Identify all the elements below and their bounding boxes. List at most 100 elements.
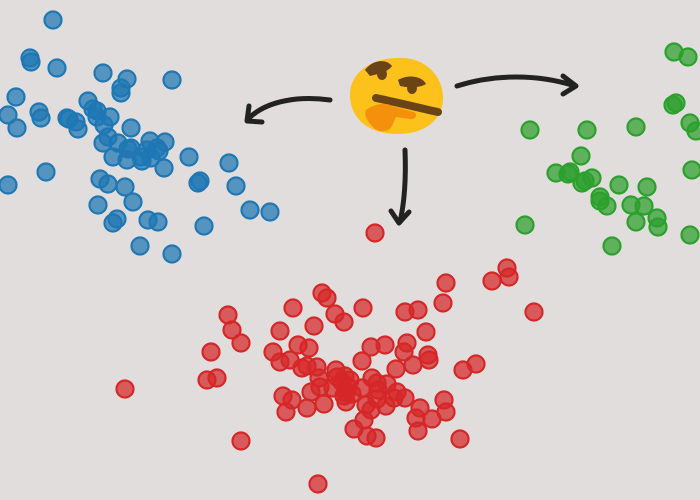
- red-point: [201, 342, 221, 362]
- green-point: [682, 160, 700, 180]
- blue-point: [179, 147, 199, 167]
- blue-point: [154, 158, 174, 178]
- blue-point: [0, 175, 18, 195]
- red-point: [403, 355, 423, 375]
- red-point: [436, 273, 456, 293]
- red-point: [394, 342, 414, 362]
- blue-point: [31, 108, 51, 128]
- blue-point: [6, 87, 26, 107]
- red-point: [314, 394, 334, 414]
- blue-point: [88, 195, 108, 215]
- blue-point: [21, 52, 41, 72]
- red-point: [365, 223, 385, 243]
- red-point: [416, 322, 436, 342]
- blue-point: [148, 212, 168, 232]
- green-point: [571, 146, 591, 166]
- red-point: [283, 298, 303, 318]
- red-point: [280, 350, 300, 370]
- red-point: [353, 298, 373, 318]
- green-point: [678, 47, 698, 67]
- red-point: [450, 429, 470, 449]
- blue-point: [260, 202, 280, 222]
- green-point: [626, 117, 646, 137]
- red-point: [222, 320, 242, 340]
- green-cluster: [515, 42, 700, 256]
- blue-point: [57, 108, 77, 128]
- red-point: [304, 316, 324, 336]
- blue-point: [162, 70, 182, 90]
- red-point: [308, 474, 328, 494]
- green-point: [686, 121, 700, 141]
- red-point: [375, 335, 395, 355]
- blue-point: [43, 10, 63, 30]
- red-cluster: [115, 223, 544, 494]
- blue-point: [118, 139, 138, 159]
- blue-point: [162, 244, 182, 264]
- green-point: [680, 225, 700, 245]
- red-point: [482, 271, 502, 291]
- green-point: [666, 93, 686, 113]
- blue-point: [0, 105, 18, 125]
- blue-point: [93, 63, 113, 83]
- red-point: [352, 351, 372, 371]
- red-point: [361, 400, 381, 420]
- blue-point: [130, 236, 150, 256]
- green-point: [637, 177, 657, 197]
- red-point: [334, 312, 354, 332]
- red-point: [422, 409, 442, 429]
- blue-point: [111, 83, 131, 103]
- blue-cluster: [0, 10, 280, 264]
- red-point: [410, 398, 430, 418]
- blue-point: [219, 153, 239, 173]
- blue-point: [7, 118, 27, 138]
- red-point: [197, 370, 217, 390]
- thinking-face-icon: [350, 57, 444, 135]
- blue-point: [115, 177, 135, 197]
- red-point: [524, 302, 544, 322]
- blue-point: [155, 132, 175, 152]
- blue-point: [47, 58, 67, 78]
- red-point: [433, 293, 453, 313]
- blue-point: [240, 200, 260, 220]
- green-point: [575, 171, 595, 191]
- red-point: [297, 398, 317, 418]
- blue-point: [98, 174, 118, 194]
- red-point: [323, 378, 343, 398]
- green-point: [648, 217, 668, 237]
- red-point: [419, 350, 439, 370]
- red-point: [499, 267, 519, 287]
- red-point: [231, 333, 251, 353]
- green-point: [609, 175, 629, 195]
- green-point: [626, 212, 646, 232]
- blue-point: [36, 162, 56, 182]
- green-point: [577, 120, 597, 140]
- blue-point: [190, 171, 210, 191]
- blue-point: [98, 127, 118, 147]
- red-point: [453, 360, 473, 380]
- green-point: [602, 236, 622, 256]
- green-point: [634, 196, 654, 216]
- blue-point: [103, 147, 123, 167]
- red-point: [366, 428, 386, 448]
- blue-point: [121, 118, 141, 138]
- red-point: [336, 392, 356, 412]
- red-point: [282, 390, 302, 410]
- curved-arrow-left-icon: [244, 96, 333, 125]
- red-point: [270, 321, 290, 341]
- red-point: [288, 335, 308, 355]
- curved-arrow-down-icon: [388, 147, 412, 226]
- green-point: [520, 120, 540, 140]
- red-point: [317, 288, 337, 308]
- blue-point: [226, 176, 246, 196]
- curved-arrow-right-icon: [454, 73, 579, 97]
- blue-point: [123, 192, 143, 212]
- red-point: [395, 388, 415, 408]
- red-point: [115, 379, 135, 399]
- green-point: [515, 215, 535, 235]
- green-point: [590, 191, 610, 211]
- red-point: [309, 368, 329, 388]
- red-point: [408, 421, 428, 441]
- blue-point: [107, 209, 127, 229]
- red-point: [395, 302, 415, 322]
